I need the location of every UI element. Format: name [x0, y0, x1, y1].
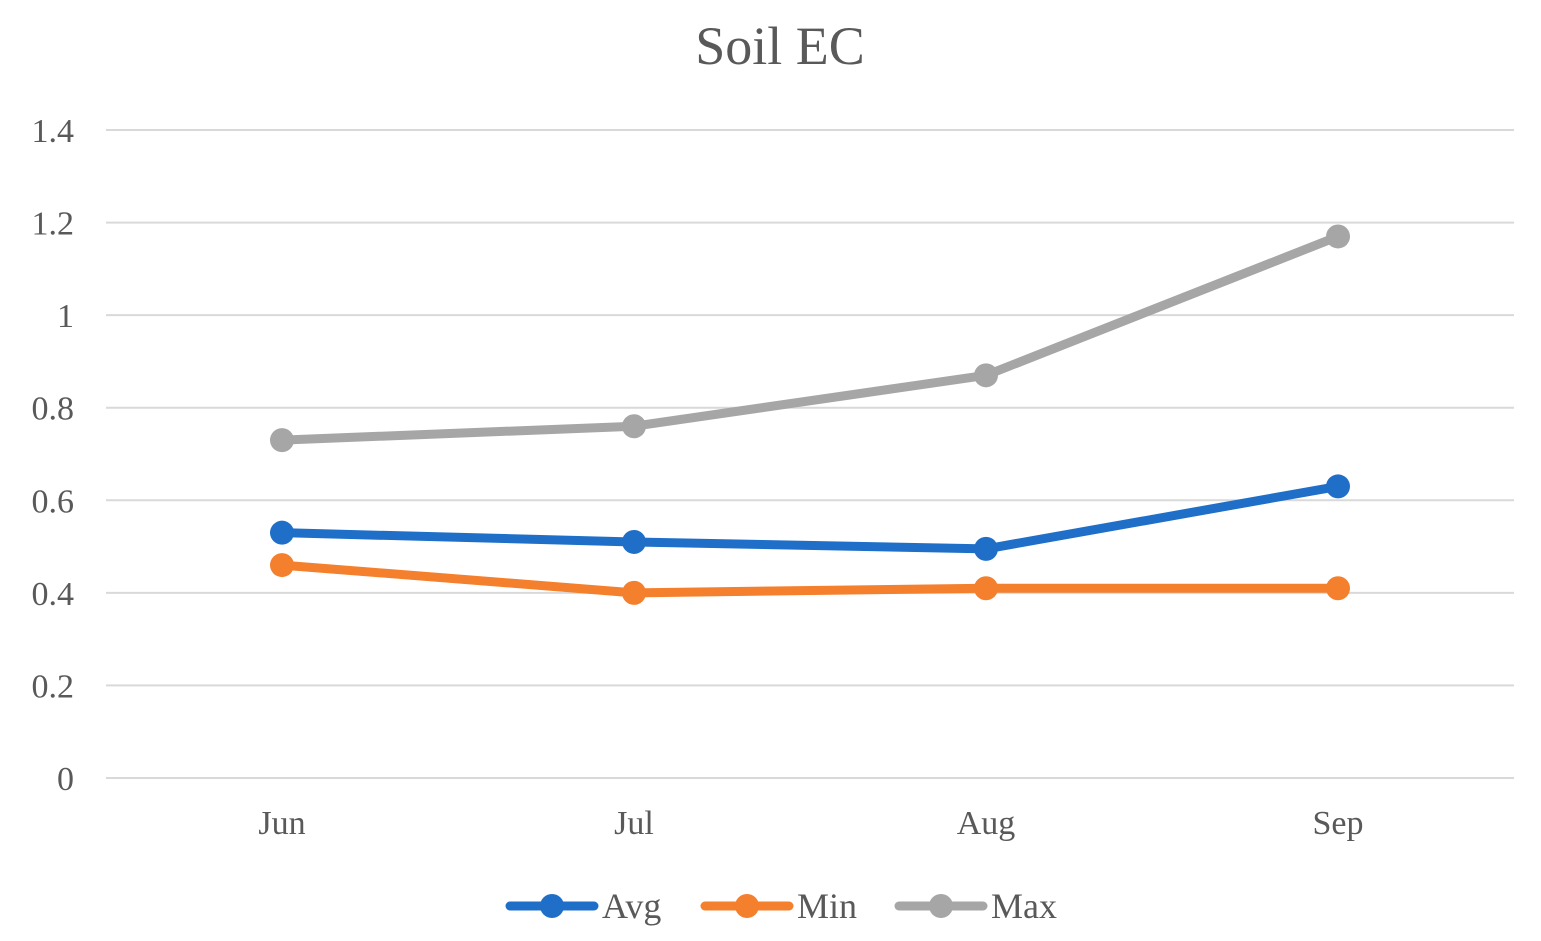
- data-point-max-jul: [622, 414, 646, 439]
- x-tick-label: Jul: [614, 805, 654, 842]
- y-axis-ticks: 0 0.2 0.4 0.6 0.8 1 1.2 1.4: [32, 113, 75, 798]
- legend: Avg Min Max: [505, 886, 1057, 926]
- legend-label-avg: Avg: [602, 886, 661, 926]
- legend-label-min: Min: [797, 886, 857, 926]
- legend-marker-max: [929, 894, 953, 918]
- data-point-min-jun: [270, 553, 294, 578]
- x-tick-label: Jun: [258, 805, 305, 842]
- data-point-avg-jul: [622, 529, 646, 554]
- data-point-avg-sep: [1326, 474, 1350, 499]
- data-point-min-sep: [1326, 576, 1350, 601]
- series-group: [270, 224, 1350, 605]
- data-point-min-aug: [974, 576, 998, 601]
- data-point-avg-aug: [974, 536, 998, 561]
- y-tick-label: 1.2: [32, 206, 75, 243]
- series-avg: [270, 474, 1350, 561]
- data-point-max-sep: [1326, 224, 1350, 249]
- series-line-min: [277, 560, 1343, 598]
- series-max: [270, 224, 1350, 453]
- y-tick-label: 0: [57, 761, 74, 798]
- legend-item-avg: Avg: [505, 886, 661, 926]
- y-tick-label: 1.4: [32, 113, 75, 150]
- y-tick-label: 0.4: [32, 576, 75, 613]
- x-axis-ticks: Jun Jul Aug Sep: [258, 805, 1363, 842]
- gridlines: [106, 129, 1514, 779]
- y-tick-label: 0.8: [32, 391, 75, 428]
- data-point-max-jun: [270, 428, 294, 453]
- y-tick-label: 0.6: [32, 483, 75, 520]
- series-line-max: [277, 231, 1343, 445]
- data-point-min-jul: [622, 580, 646, 605]
- data-point-max-aug: [974, 363, 998, 388]
- y-tick-label: 1: [57, 298, 74, 335]
- legend-marker-min: [735, 894, 759, 918]
- x-tick-label: Sep: [1313, 805, 1364, 842]
- legend-label-max: Max: [991, 886, 1057, 926]
- legend-item-max: Max: [894, 886, 1057, 926]
- chart-title: Soil EC: [695, 16, 865, 76]
- y-tick-label: 0.2: [32, 668, 75, 705]
- series-line-avg: [277, 481, 1343, 554]
- series-min: [270, 553, 1350, 605]
- x-tick-label: Aug: [957, 805, 1016, 842]
- data-point-avg-jun: [270, 520, 294, 545]
- legend-item-min: Min: [700, 886, 857, 926]
- legend-marker-avg: [540, 894, 564, 918]
